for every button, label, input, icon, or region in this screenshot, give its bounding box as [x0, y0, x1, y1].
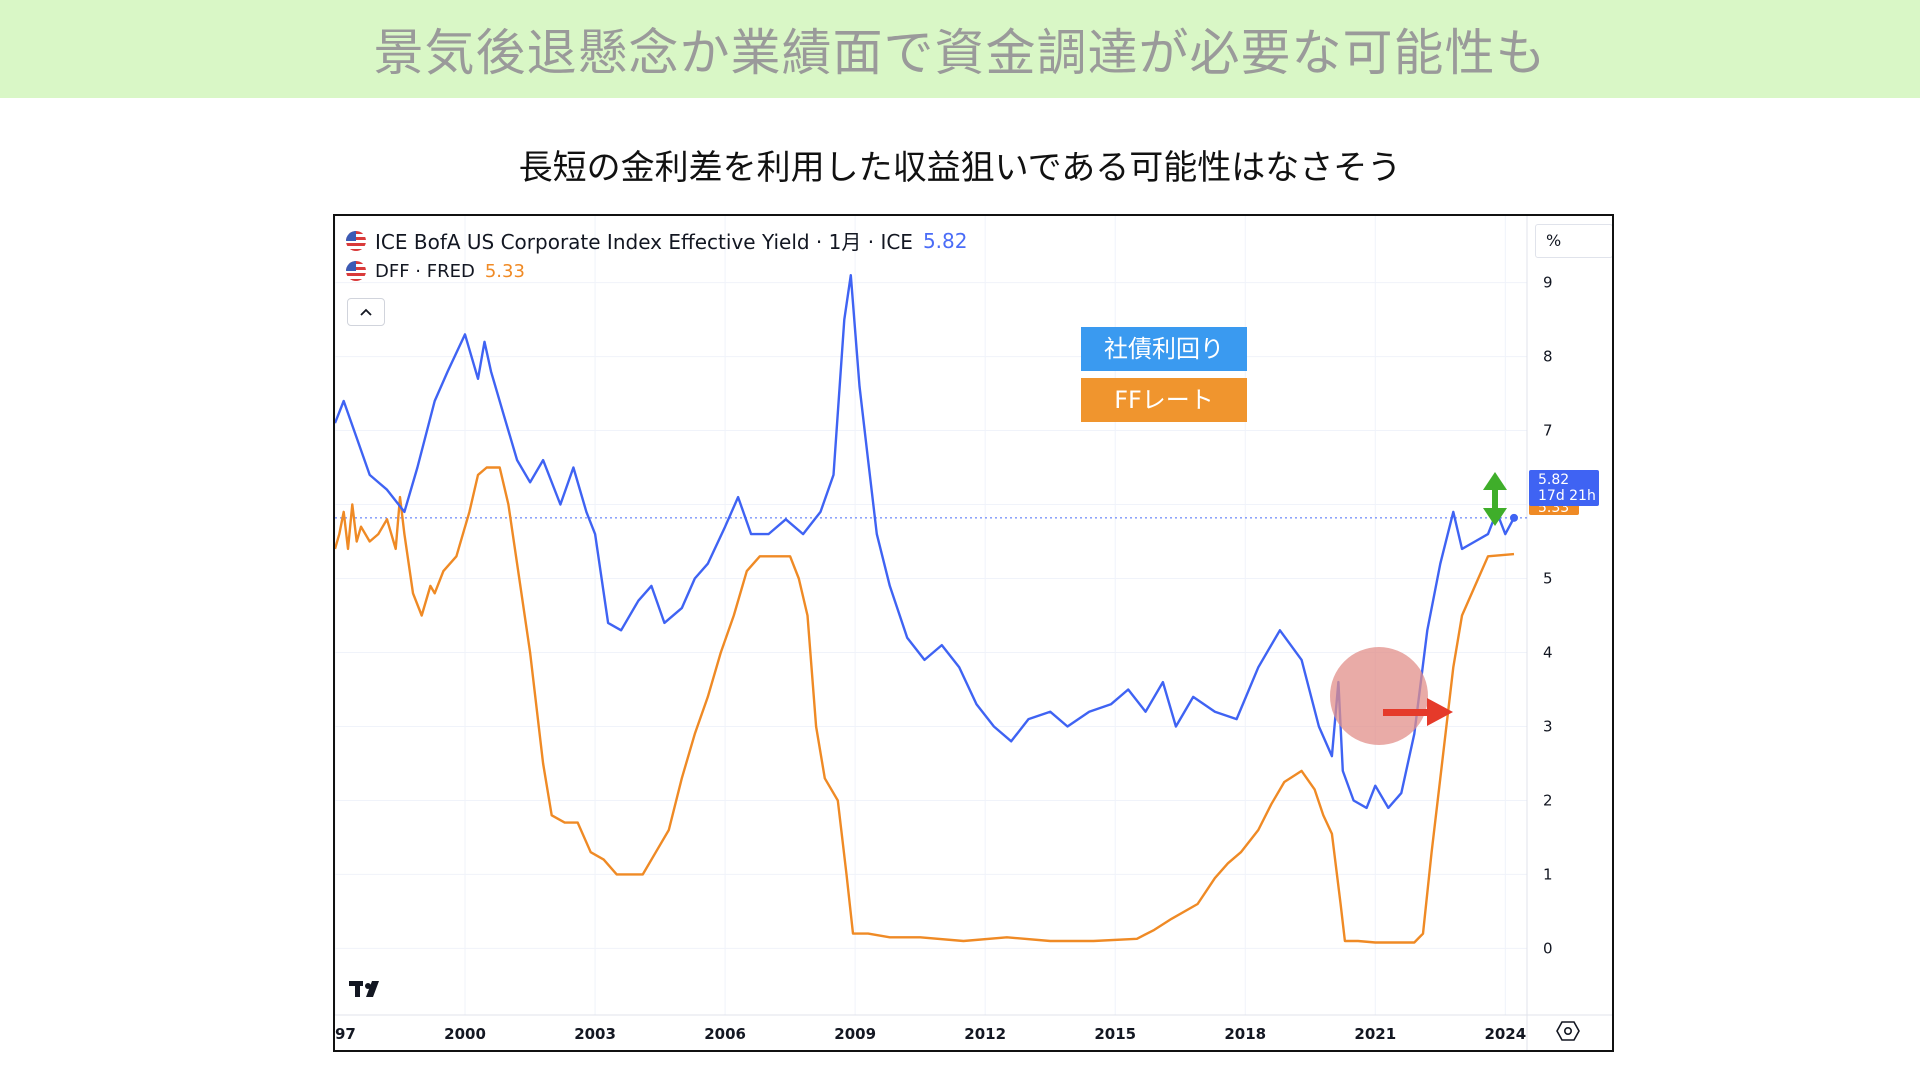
x-tick-label: 97 — [335, 1025, 356, 1043]
y-tick-label: 8 — [1543, 348, 1553, 366]
y-tick-label: 3 — [1543, 717, 1553, 735]
price-tag-main-value: 5.82 — [1538, 472, 1569, 488]
price-tag-countdown: 17d 21h — [1538, 488, 1596, 504]
corp-yield-line — [335, 274, 1516, 810]
x-tick-label: 2015 — [1094, 1025, 1136, 1043]
price-tag-main — [1529, 470, 1599, 506]
y-tick-label: 2 — [1543, 791, 1553, 809]
collapse-legend-button[interactable] — [347, 298, 385, 326]
chart-frame: 0123456789 97200020032006200920122015201… — [333, 214, 1614, 1052]
red-arrow-icon — [1383, 698, 1453, 726]
header-banner: 景気後退懸念か業績面で資金調達が必要な可能性も — [0, 0, 1920, 98]
x-axis-ticks: 97 2000 2003 2006 2009 2012 2015 2018 2021 2024 — [335, 1025, 1526, 1043]
legend-series-1-value: 5.82 — [922, 228, 968, 253]
y-axis-ticks: 0123456789 — [1543, 274, 1553, 958]
y-tick-label: 4 — [1543, 643, 1553, 661]
x-tick-label: 2000 — [444, 1025, 486, 1043]
corp-yield-label-box — [1081, 327, 1247, 371]
legend-series-2-value: 5.33 — [484, 260, 525, 282]
x-tick-label: 2006 — [704, 1025, 746, 1043]
ff-rate-label-box — [1081, 378, 1247, 422]
percent-label: % — [1546, 231, 1562, 250]
x-tick-label: 2018 — [1224, 1025, 1266, 1043]
slide-subtitle: 長短の金利差を利用した収益狙いである可能性はなさそう — [518, 148, 1402, 188]
us-flag-icon — [346, 261, 366, 281]
legend-series-1[interactable]: ICE BofA US Corporate Index Effective Yi… — [345, 226, 967, 255]
line-chart: 0123456789 97200020032006200920122015201… — [335, 216, 1612, 1050]
y-tick-label: 1 — [1543, 865, 1553, 883]
chevron-up-icon — [360, 308, 372, 316]
grid-lines — [335, 216, 1527, 1015]
corp-yield-label: 社債利回り — [1104, 335, 1224, 363]
y-tick-label: 9 — [1543, 274, 1553, 292]
y-tick-label: 0 — [1543, 939, 1553, 957]
banner-title: 景気後退懸念か業績面で資金調達が必要な可能性も — [373, 24, 1547, 82]
legend-series-1-name: ICE BofA US Corporate Index Effective Yi… — [375, 230, 913, 254]
x-tick-label: 2003 — [574, 1025, 616, 1043]
y-tick-label: 7 — [1543, 422, 1553, 440]
highlight-circle — [1330, 647, 1428, 745]
y-tick-label: 5 — [1543, 570, 1553, 588]
x-tick-label: 2021 — [1354, 1025, 1396, 1043]
x-tick-label: 2024 — [1484, 1025, 1526, 1043]
ff-rate-line — [335, 466, 1515, 944]
x-tick-label: 2012 — [964, 1025, 1006, 1043]
tradingview-logo — [349, 981, 379, 997]
percent-scale-button[interactable]: % — [1535, 224, 1612, 258]
legend-series-2-name: DFF · FRED — [375, 260, 475, 282]
us-flag-icon — [346, 230, 366, 251]
ff-rate-label: FFレート — [1114, 386, 1214, 414]
last-value-dot — [1509, 513, 1518, 522]
double-arrow-icon — [1483, 472, 1507, 526]
gear-icon — [1556, 1021, 1580, 1041]
legend-series-2[interactable]: DFF · FRED 5.33 — [345, 260, 525, 282]
x-tick-label: 2009 — [834, 1025, 876, 1043]
